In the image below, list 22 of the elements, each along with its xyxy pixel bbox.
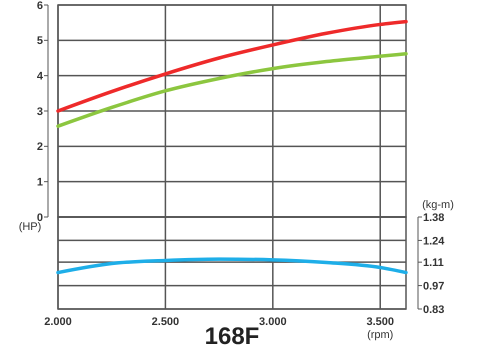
y-tick-label: 2 — [36, 141, 43, 154]
y2-tick-label: 1.38 — [423, 212, 444, 224]
x-tick-label: 3.500 — [366, 316, 394, 328]
line-series — [56, 20, 408, 113]
x-tick-label: 3.000 — [259, 316, 287, 328]
x-tick-label: 2.500 — [152, 316, 180, 328]
y2-tick-label: 1.11 — [423, 257, 444, 270]
x-tick-label: 2.000 — [44, 316, 72, 328]
y-tick-label: 3 — [36, 106, 43, 118]
line-series — [56, 257, 408, 274]
y-tick-label: 6 — [36, 0, 43, 12]
y2-tick-label: 1.24 — [423, 235, 446, 248]
y-tick-label: 4 — [36, 70, 44, 83]
y-axis-title: (HP) — [18, 221, 42, 233]
y2-tick-label: 0.83 — [423, 304, 444, 316]
x-axis-title: (rpm) — [367, 329, 394, 341]
y2-axis-title: (kg-m) — [422, 199, 454, 211]
y-tick-label: 5 — [36, 35, 43, 48]
line-series — [56, 52, 408, 128]
y-tick-label: 1 — [36, 176, 43, 189]
y2-tick-label: 0.97 — [423, 280, 444, 292]
text: 168F — [204, 323, 260, 350]
